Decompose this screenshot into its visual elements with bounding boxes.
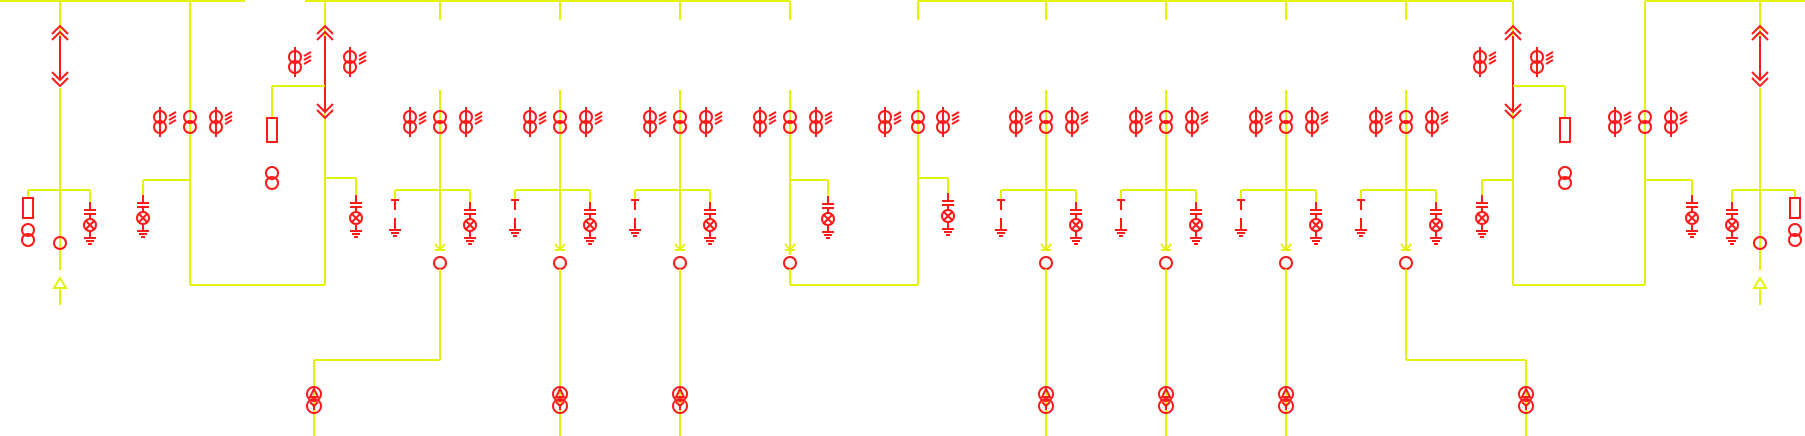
- capacitor-icon: [703, 201, 717, 245]
- delta-wye-transformer-icon: [306, 386, 322, 414]
- indicator-lamp-icon: [53, 236, 67, 250]
- delta-wye-transformer-icon: [1278, 386, 1294, 414]
- capacitor-icon: [1069, 201, 1083, 245]
- grounding-switch-icon: [508, 199, 522, 237]
- feeder-bays: [306, 90, 1534, 436]
- grounding-switch-icon: [1234, 199, 1248, 237]
- capacitor-icon: [821, 195, 835, 239]
- bus-coupler-right: [1473, 1, 1699, 286]
- capacitor-icon: [1685, 194, 1699, 238]
- fuse-icon: [1559, 117, 1571, 143]
- busbar-far-right: [1644, 0, 1805, 20]
- voltage-transformer-icon: [1788, 223, 1802, 247]
- incoming-feeder-right: [1725, 1, 1802, 305]
- capacitor-icon: [136, 194, 150, 238]
- double-current-transformer-icon: [153, 106, 177, 138]
- bus-coupler-left: [136, 1, 367, 286]
- indicator-lamp-icon: [1753, 236, 1767, 250]
- capacitor-icon: [941, 192, 955, 236]
- double-current-transformer-icon: [643, 106, 667, 138]
- breaker-circle-icon: [783, 256, 797, 270]
- double-current-transformer-icon: [1305, 106, 1329, 138]
- double-current-transformer-icon: [288, 46, 312, 78]
- fuse-icon: [1789, 197, 1801, 219]
- double-current-transformer-icon: [1473, 46, 1497, 78]
- grounding-switch-icon: [994, 199, 1008, 237]
- grounding-switch-icon: [388, 199, 402, 237]
- busbar-right: [917, 0, 1513, 20]
- double-current-transformer-icon: [753, 106, 777, 138]
- voltage-transformer-icon: [21, 223, 35, 247]
- grounding-switch-icon: [628, 199, 642, 237]
- voltage-transformer-icon: [265, 166, 279, 190]
- double-current-transformer-icon: [343, 46, 367, 78]
- double-current-transformer-icon: [579, 106, 603, 138]
- busbar-center: [305, 0, 791, 20]
- double-current-transformer-icon: [1530, 46, 1554, 78]
- capacitor-icon: [1429, 201, 1443, 245]
- delta-wye-transformer-icon: [1038, 386, 1054, 414]
- incoming-feeder-left: [21, 1, 97, 305]
- double-current-transformer-icon: [1129, 106, 1153, 138]
- double-current-transformer-icon: [878, 106, 902, 138]
- double-current-transformer-icon: [1608, 106, 1632, 138]
- double-current-transformer-icon: [209, 106, 233, 138]
- breaker-circle-icon: [1159, 256, 1173, 270]
- double-current-transformer-icon: [523, 106, 547, 138]
- grounding-switch-icon: [1354, 199, 1368, 237]
- feeder-arrow-icon: [52, 276, 68, 289]
- capacitor-icon: [583, 201, 597, 245]
- fuse-icon: [266, 117, 278, 143]
- double-current-transformer-icon: [1249, 106, 1273, 138]
- double-current-transformer-icon: [1185, 106, 1209, 138]
- delta-wye-transformer-icon: [672, 386, 688, 414]
- breaker-circle-icon: [1399, 256, 1413, 270]
- breaker-circle-icon: [1279, 256, 1293, 270]
- voltage-transformer-icon: [1558, 166, 1572, 190]
- breaker-circle-icon: [553, 256, 567, 270]
- delta-wye-transformer-icon: [552, 386, 568, 414]
- capacitor-icon: [1725, 201, 1739, 245]
- delta-wye-transformer-icon: [1518, 386, 1534, 414]
- double-current-transformer-icon: [1369, 106, 1393, 138]
- breaker-circle-icon: [673, 256, 687, 270]
- double-current-transformer-icon: [699, 106, 723, 138]
- capacitor-icon: [1189, 201, 1203, 245]
- capacitor-icon: [1475, 194, 1489, 238]
- double-current-transformer-icon: [1009, 106, 1033, 138]
- capacitor-icon: [83, 201, 97, 245]
- double-current-transformer-icon: [403, 106, 427, 138]
- fuse-icon: [22, 197, 34, 219]
- breaker-circle-icon: [433, 256, 447, 270]
- double-current-transformer-icon: [1425, 106, 1449, 138]
- double-current-transformer-icon: [1664, 106, 1688, 138]
- double-current-transformer-icon: [459, 106, 483, 138]
- double-current-transformer-icon: [1065, 106, 1089, 138]
- capacitor-icon: [349, 194, 363, 238]
- feeder-arrow-icon: [1752, 276, 1768, 289]
- capacitor-icon: [463, 201, 477, 245]
- double-current-transformer-icon: [809, 106, 833, 138]
- bus-coupler-center: [753, 90, 960, 286]
- capacitor-icon: [1309, 201, 1323, 245]
- busbar-left: [0, 0, 245, 20]
- delta-wye-transformer-icon: [1158, 386, 1174, 414]
- grounding-switch-icon: [1114, 199, 1128, 237]
- breaker-circle-icon: [1039, 256, 1053, 270]
- double-current-transformer-icon: [936, 106, 960, 138]
